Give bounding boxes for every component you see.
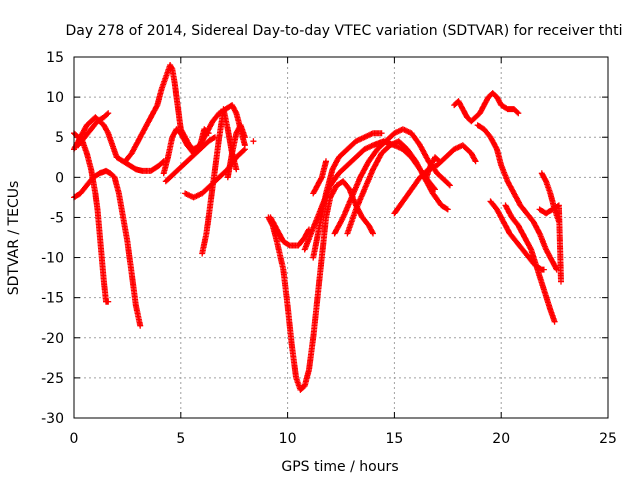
marker-trace bbox=[502, 202, 558, 325]
x-tick-label: 5 bbox=[176, 431, 185, 447]
marker-trace bbox=[162, 134, 218, 185]
data-series-arc-15 bbox=[310, 130, 385, 261]
y-tick-label: -10 bbox=[41, 251, 64, 267]
data-series-arc-21 bbox=[451, 90, 522, 125]
data-series-arc-16 bbox=[310, 158, 329, 197]
y-tick-label: 0 bbox=[55, 170, 64, 186]
y-tick-label: 5 bbox=[55, 130, 64, 146]
y-tick-label: 10 bbox=[46, 90, 64, 106]
x-axis-label: GPS time / hours bbox=[281, 459, 398, 475]
grid bbox=[74, 57, 608, 418]
marker-trace bbox=[250, 138, 257, 145]
y-tick-label: -15 bbox=[41, 291, 64, 307]
marker-trace bbox=[451, 90, 522, 125]
y-tick-label: -25 bbox=[41, 371, 64, 387]
data-series-arc-11 bbox=[250, 138, 257, 145]
data-series-arc-13 bbox=[267, 214, 312, 249]
y-axis-ticks: -30 -25 -20 -15 -10 -5 0 5 10 15 bbox=[41, 50, 608, 427]
marker-trace bbox=[160, 126, 212, 177]
x-tick-label: 20 bbox=[492, 431, 510, 447]
data-series-arc-4 bbox=[75, 110, 112, 149]
data-series-arc-26 bbox=[536, 202, 564, 285]
x-tick-label: 0 bbox=[70, 431, 79, 447]
data-series-arc-7 bbox=[162, 134, 218, 185]
chart-title: Day 278 of 2014, Sidereal Day-to-day VTE… bbox=[66, 23, 623, 39]
marker-trace bbox=[310, 130, 385, 261]
x-tick-label: 25 bbox=[599, 431, 617, 447]
marker-trace bbox=[474, 122, 560, 273]
marker-trace bbox=[423, 154, 443, 181]
marker-trace bbox=[75, 110, 112, 149]
x-tick-label: 15 bbox=[385, 431, 403, 447]
x-tick-label: 10 bbox=[279, 431, 297, 447]
marker-trace bbox=[224, 122, 248, 181]
data-series-arc-24 bbox=[502, 202, 558, 325]
data-series-arc-20 bbox=[423, 154, 443, 181]
y-tick-label: -5 bbox=[50, 210, 64, 226]
x-axis-ticks: 0 5 10 15 20 25 bbox=[70, 57, 617, 447]
y-tick-label: -20 bbox=[41, 331, 64, 347]
y-tick-label: 15 bbox=[46, 50, 64, 66]
marker-trace bbox=[331, 126, 453, 237]
data-markers bbox=[71, 62, 564, 393]
plot-frame bbox=[73, 56, 609, 419]
y-axis-label: SDTVAR / TECUs bbox=[6, 181, 22, 296]
y-tick-label: -30 bbox=[41, 411, 64, 427]
marker-trace bbox=[310, 158, 329, 197]
marker-trace bbox=[267, 214, 312, 249]
data-series-arc-6 bbox=[160, 126, 212, 177]
data-series-arc-10 bbox=[224, 122, 248, 181]
marker-trace bbox=[536, 202, 564, 285]
data-series-arc-22 bbox=[474, 122, 560, 273]
data-series-arc-17 bbox=[331, 126, 453, 237]
